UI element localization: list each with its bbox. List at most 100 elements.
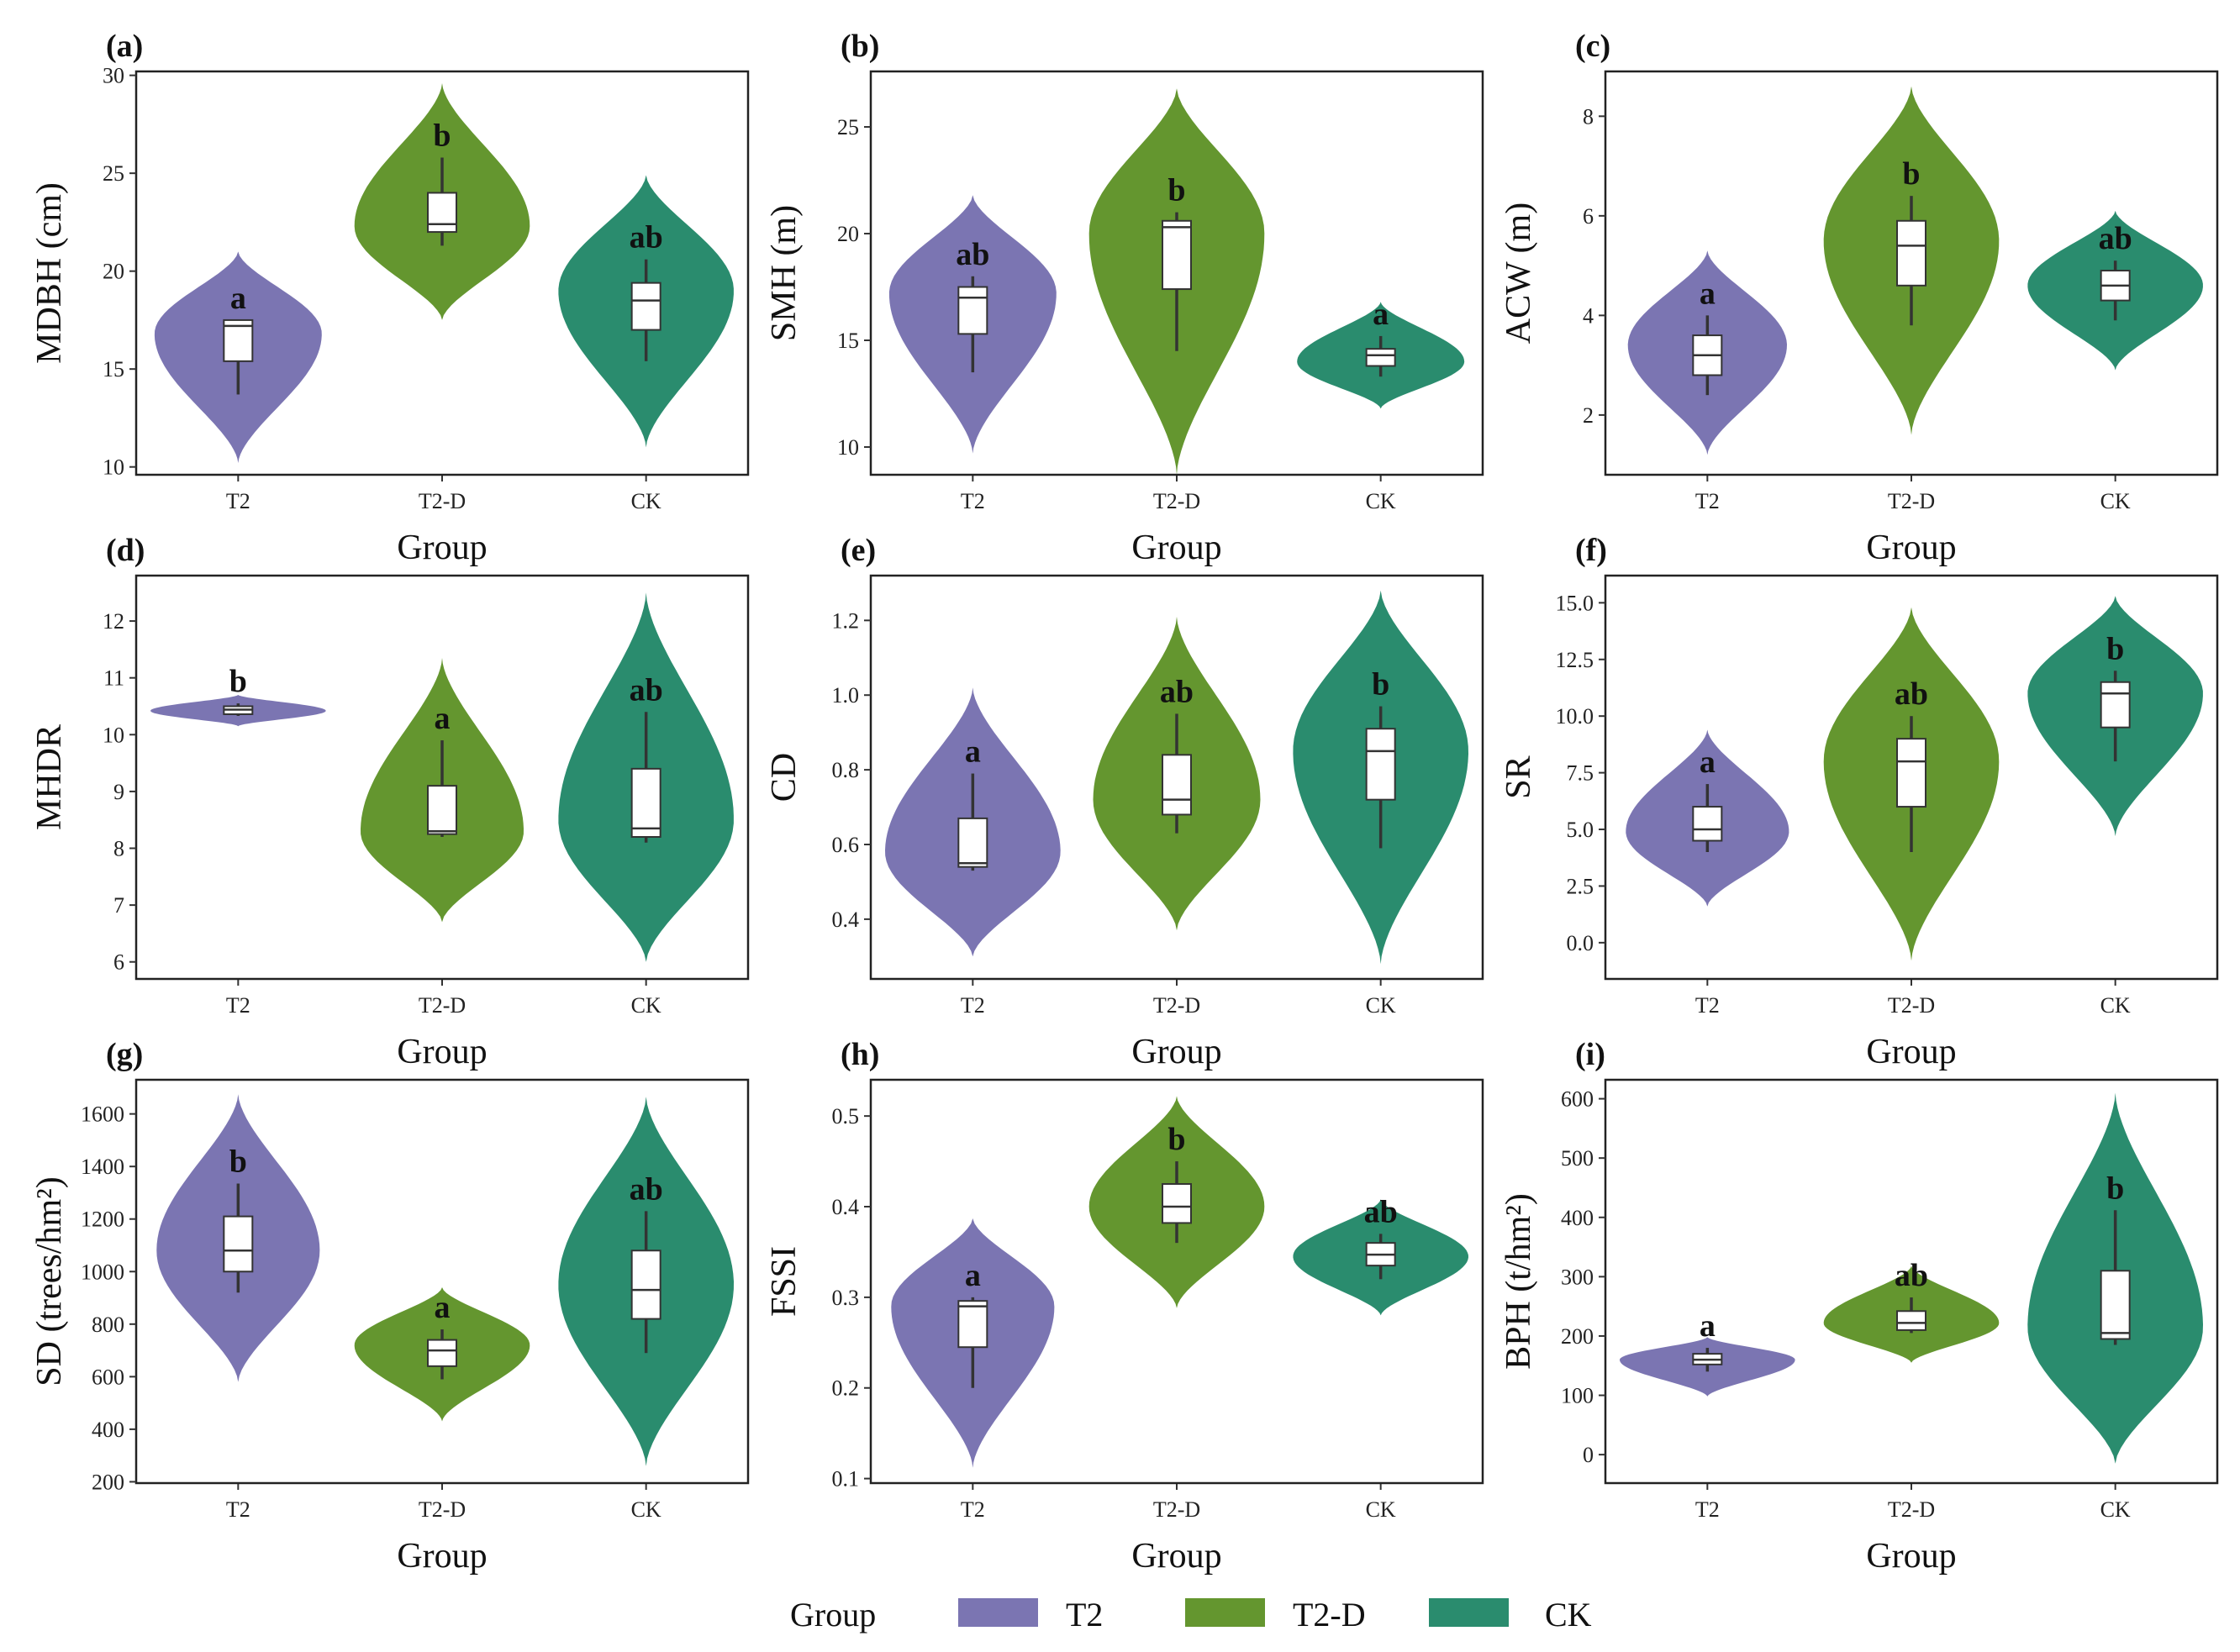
y-axis-title-c: ACW (m): [1499, 203, 1538, 344]
sig-label-c-t2-d: b: [1902, 156, 1920, 192]
panel-frame-e: [869, 574, 1484, 981]
panel-c: a T2 b T2-D ab CK 2 4 6 8 (c) Group ACW (m): [1499, 29, 2219, 567]
x-tick-label-h-ck: CK: [1366, 1497, 1396, 1522]
panel-g: b T2 a T2-D ab CK 200 400 600 800 1000 1200 1400 1600…: [30, 1037, 750, 1576]
y-tick-label-i-2: 200: [1561, 1324, 1594, 1349]
x-tick-label-a-t2: T2: [226, 489, 250, 513]
legend: Group T2 T2-D CK: [790, 1596, 1592, 1634]
sig-label-i-t2-d: ab: [1895, 1258, 1928, 1293]
legend-title: Group: [790, 1596, 876, 1634]
panel-frame-a: [134, 70, 750, 476]
panel-label-g: (g): [106, 1037, 143, 1072]
y-tick-label-f-1: 2.5: [1567, 874, 1594, 898]
sig-label-i-t2: a: [1700, 1308, 1716, 1344]
y-axis-title-a: MDBH (cm): [30, 182, 69, 364]
y-tick-label-e-0: 0.4: [832, 908, 860, 932]
x-axis-title-b: Group: [1131, 529, 1221, 567]
y-tick-label-h-4: 0.5: [832, 1104, 860, 1129]
box-f-ck: [2100, 681, 2131, 729]
y-tick-label-h-3: 0.4: [832, 1195, 860, 1219]
y-tick-label-a-3: 25: [103, 161, 124, 186]
y-tick-label-d-6: 12: [103, 609, 124, 634]
sig-label-e-t2: a: [965, 734, 981, 770]
y-tick-label-c-2: 6: [1583, 204, 1594, 229]
panel-frame-b: [869, 70, 1484, 476]
box-e-t2-d: [1162, 754, 1192, 816]
y-tick-label-f-5: 12.5: [1556, 648, 1594, 672]
panel-label-c: (c): [1575, 29, 1610, 64]
x-axis-title-f: Group: [1866, 1033, 1956, 1071]
panel-frame-f: [1604, 574, 2219, 981]
box-g-ck: [630, 1250, 661, 1320]
sig-label-g-ck: ab: [630, 1171, 663, 1207]
box-b-t2-d: [1162, 219, 1192, 291]
sig-label-g-t2: b: [229, 1144, 247, 1180]
y-tick-label-g-3: 800: [92, 1313, 124, 1337]
box-a-ck: [630, 281, 661, 331]
box-h-t2: [957, 1300, 988, 1349]
box-a-t2-d: [427, 192, 457, 234]
legend-label-ck: CK: [1545, 1596, 1592, 1634]
y-tick-label-i-1: 100: [1561, 1384, 1594, 1408]
x-axis-title-c: Group: [1866, 529, 1956, 567]
x-axis-title-d: Group: [397, 1033, 487, 1071]
y-tick-label-e-3: 1.0: [832, 683, 860, 708]
y-tick-label-g-7: 1600: [81, 1102, 124, 1127]
y-tick-label-i-0: 0: [1583, 1443, 1594, 1467]
x-axis-title-a: Group: [397, 529, 487, 567]
panel-frame-g: [134, 1078, 750, 1485]
panel-i: a T2 ab T2-D b CK 0 100 200 300 400 500 600 (i) Group B…: [1499, 1037, 2219, 1576]
panel-label-a: (a): [106, 29, 143, 64]
y-tick-label-c-1: 4: [1583, 303, 1594, 328]
x-tick-label-a-ck: CK: [631, 489, 661, 513]
sig-label-d-t2-d: a: [435, 701, 451, 736]
x-tick-label-b-ck: CK: [1366, 489, 1396, 513]
box-e-t2: [957, 817, 988, 868]
y-tick-label-a-0: 10: [103, 455, 124, 480]
y-tick-label-c-0: 2: [1583, 403, 1594, 428]
y-tick-label-h-1: 0.2: [832, 1376, 860, 1401]
y-tick-label-b-2: 20: [837, 222, 859, 246]
y-tick-label-a-4: 30: [103, 64, 124, 88]
legend-swatch-t2: [958, 1598, 1038, 1627]
panel-a: a T2 b T2-D ab CK 10 15 20 25 30(a) Group MDBH (cm): [30, 29, 750, 567]
y-tick-label-d-4: 10: [103, 723, 124, 747]
sig-label-a-t2-d: b: [433, 118, 451, 154]
box-b-ck: [1365, 348, 1396, 367]
x-axis-title-e: Group: [1131, 1033, 1221, 1071]
x-tick-label-c-t2-d: T2-D: [1888, 489, 1935, 513]
box-f-t2: [1692, 806, 1723, 842]
y-tick-label-g-0: 200: [92, 1470, 124, 1494]
x-tick-label-c-t2: T2: [1695, 489, 1720, 513]
panel-d: b T2 a T2-D ab CK 6 7 8 9 10 11 12 (d) Group MHDR: [30, 533, 750, 1071]
y-axis-title-h: FSSI: [765, 1246, 804, 1317]
x-axis-title-h: Group: [1131, 1537, 1221, 1576]
box-g-t2: [223, 1215, 254, 1273]
y-tick-label-g-4: 1000: [81, 1260, 124, 1284]
panel-frame-c: [1604, 70, 2219, 476]
y-tick-label-i-5: 500: [1561, 1146, 1594, 1171]
sig-label-h-ck: ab: [1364, 1194, 1398, 1229]
y-tick-label-i-6: 600: [1561, 1087, 1594, 1112]
sig-label-a-ck: ab: [630, 220, 663, 255]
x-tick-label-b-t2: T2: [961, 489, 985, 513]
panel-frame-h: [869, 1078, 1484, 1485]
box-d-ck: [630, 767, 661, 838]
x-tick-label-f-ck: CK: [2100, 993, 2131, 1018]
y-tick-label-d-3: 9: [113, 780, 124, 804]
y-tick-label-a-1: 15: [103, 357, 124, 381]
y-tick-label-b-0: 10: [837, 435, 859, 460]
panel-b: ab T2 b T2-D a CK 10 15 20 25 (b) Group SMH (m): [765, 29, 1484, 567]
x-tick-label-b-t2-d: T2-D: [1153, 489, 1200, 513]
x-tick-label-d-t2: T2: [226, 993, 250, 1018]
legend-label-t2: T2: [1066, 1596, 1103, 1634]
y-tick-label-f-2: 5.0: [1567, 818, 1594, 842]
x-tick-label-g-t2-d: T2-D: [419, 1497, 466, 1522]
x-tick-label-g-t2: T2: [226, 1497, 250, 1522]
sig-label-b-ck: a: [1373, 297, 1389, 332]
y-tick-label-f-3: 7.5: [1567, 761, 1594, 786]
sig-label-b-t2: ab: [956, 237, 989, 272]
x-tick-label-d-ck: CK: [631, 993, 661, 1018]
y-tick-label-e-4: 1.2: [832, 608, 860, 633]
